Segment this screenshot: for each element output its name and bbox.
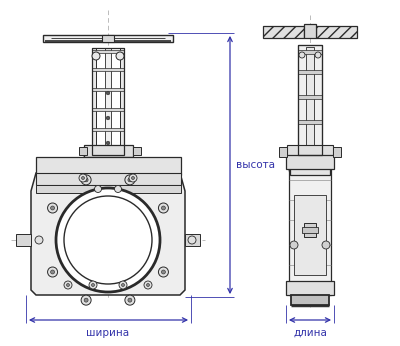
Polygon shape (316, 26, 357, 38)
Circle shape (132, 176, 134, 180)
Bar (102, 35, 114, 42)
Bar (92, 128, 124, 131)
Circle shape (299, 52, 305, 58)
Circle shape (162, 206, 166, 210)
Bar (304, 223, 316, 237)
Circle shape (158, 267, 168, 277)
Circle shape (50, 270, 54, 274)
Circle shape (322, 241, 330, 249)
Circle shape (48, 267, 58, 277)
Bar (92, 88, 124, 91)
Circle shape (89, 281, 97, 289)
Circle shape (122, 283, 124, 286)
Bar (291, 295, 329, 305)
Bar (120, 48, 124, 155)
Text: длина: длина (293, 328, 327, 338)
Circle shape (146, 283, 150, 286)
Bar (92, 50, 124, 53)
Circle shape (125, 295, 135, 305)
Circle shape (94, 185, 102, 192)
Bar (92, 48, 124, 155)
Bar (298, 120, 322, 124)
Bar (36, 157, 181, 175)
Bar (286, 281, 334, 295)
Bar (36, 185, 181, 193)
Circle shape (106, 116, 110, 120)
Bar (133, 147, 141, 155)
Circle shape (84, 178, 88, 182)
Bar (16, 234, 31, 246)
Bar (286, 155, 334, 169)
Circle shape (315, 52, 321, 58)
Bar (290, 159, 330, 175)
Circle shape (82, 176, 84, 180)
Circle shape (84, 298, 88, 302)
Text: высота: высота (236, 160, 275, 170)
Bar (298, 70, 322, 74)
Bar (92, 48, 96, 155)
Bar (333, 147, 341, 157)
Circle shape (128, 178, 132, 182)
Circle shape (64, 281, 72, 289)
Circle shape (56, 188, 160, 292)
Circle shape (144, 281, 152, 289)
Circle shape (128, 298, 132, 302)
Bar (298, 95, 322, 99)
Circle shape (188, 236, 196, 244)
Bar (302, 227, 318, 233)
Bar (79, 147, 87, 155)
Bar (304, 24, 316, 38)
Circle shape (119, 281, 127, 289)
Circle shape (48, 203, 58, 213)
Circle shape (35, 236, 43, 244)
Bar (298, 45, 322, 155)
Circle shape (50, 206, 54, 210)
Circle shape (92, 283, 94, 286)
Circle shape (158, 203, 168, 213)
Circle shape (114, 185, 122, 192)
Bar (306, 47, 314, 153)
Circle shape (79, 174, 87, 182)
Circle shape (106, 141, 110, 145)
Bar (298, 50, 322, 54)
Text: ширина: ширина (86, 328, 130, 338)
Bar (289, 169, 331, 295)
Bar (279, 147, 287, 157)
Circle shape (92, 52, 100, 60)
Bar (36, 173, 181, 185)
Bar (92, 108, 124, 111)
Bar (298, 145, 322, 149)
Bar (287, 145, 333, 159)
Circle shape (66, 283, 70, 286)
Bar (84, 145, 133, 157)
Bar (185, 234, 200, 246)
Bar (43, 35, 173, 42)
Circle shape (290, 241, 298, 249)
Polygon shape (263, 26, 304, 38)
Circle shape (116, 52, 124, 60)
Circle shape (81, 295, 91, 305)
Polygon shape (31, 173, 185, 295)
Circle shape (106, 91, 110, 95)
Circle shape (81, 175, 91, 185)
Bar (294, 195, 326, 275)
Bar (92, 68, 124, 71)
Bar (92, 148, 124, 151)
Circle shape (129, 174, 137, 182)
Circle shape (125, 175, 135, 185)
Bar (105, 48, 111, 155)
Circle shape (162, 270, 166, 274)
Bar (298, 45, 322, 155)
